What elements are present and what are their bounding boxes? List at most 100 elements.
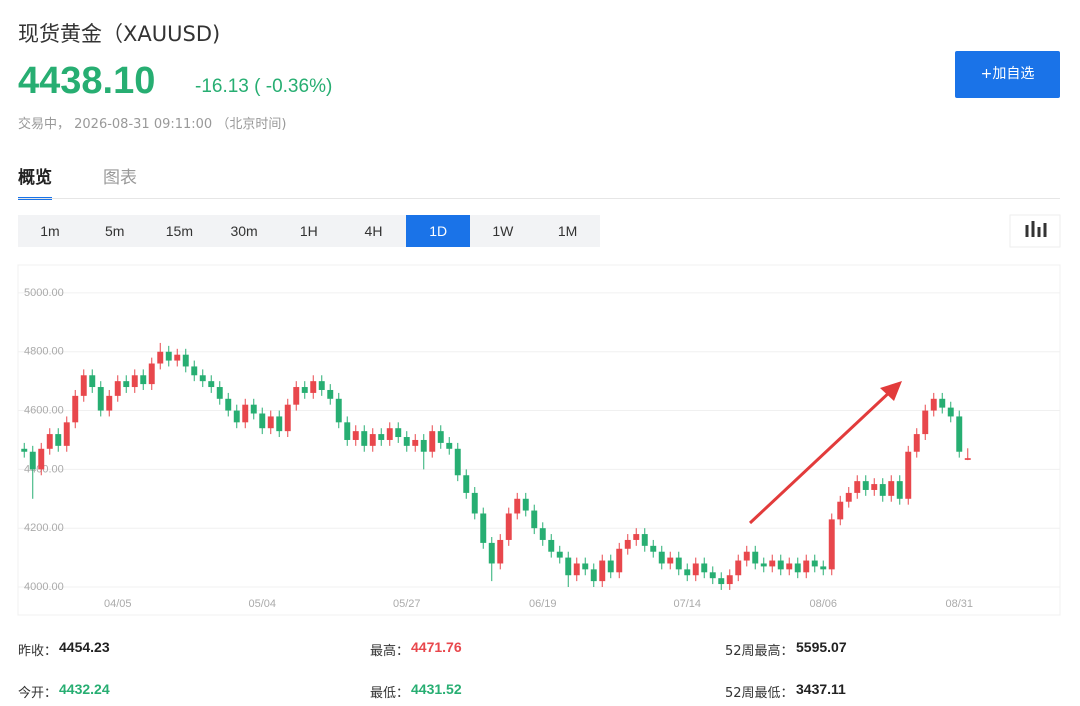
stat-value: 5595.07 [796, 639, 847, 655]
candle-body [89, 375, 96, 388]
candle-body [616, 548, 623, 573]
candle-body [939, 398, 946, 408]
stat-value: 4454.23 [59, 639, 110, 655]
candle-body [276, 416, 283, 432]
y-tick-label: 4600.00 [24, 404, 64, 416]
candle-body [947, 407, 954, 417]
candle-body [46, 434, 53, 449]
stat-value: 4471.76 [411, 639, 462, 655]
candle-body [250, 404, 257, 414]
candle-body [352, 431, 359, 440]
candle-body [199, 375, 206, 382]
icon-frame[interactable] [1009, 214, 1061, 248]
candle-body [514, 498, 521, 514]
add-watchlist-button[interactable]: +加自选 [955, 51, 1060, 98]
candle-body [403, 437, 410, 446]
candle-body [684, 569, 691, 576]
timeframe-button[interactable]: 1M [557, 223, 578, 239]
stat-label: 最高： [370, 644, 410, 659]
candle-body [208, 381, 215, 388]
x-tick-label: 04/05 [104, 598, 132, 610]
candle-body [437, 431, 444, 443]
candle-body [72, 395, 79, 423]
candle-body [505, 513, 512, 540]
candle-body [828, 519, 835, 570]
timeframe-button[interactable]: 1D [406, 215, 471, 247]
candle-body [522, 498, 529, 511]
price: 4438.10 [18, 60, 156, 102]
candle-body [760, 563, 767, 567]
candle-body [80, 375, 87, 396]
icon-glyph[interactable] [1025, 221, 1047, 237]
stat-label: 今开： [18, 686, 58, 701]
candle-body [29, 451, 36, 470]
candle-body [148, 363, 155, 385]
candle-body [845, 492, 852, 502]
candle-body [233, 410, 240, 423]
candle-body [701, 563, 708, 573]
candle-body [930, 398, 937, 411]
candle-body [131, 375, 138, 388]
candle-body [386, 428, 393, 440]
candle-body [709, 572, 716, 579]
candle-body [871, 484, 878, 490]
candle-body [242, 404, 249, 423]
candle-body [420, 439, 427, 452]
candle-body [582, 563, 589, 570]
timeframe-button[interactable]: 1m [40, 223, 60, 239]
candle-body [641, 534, 648, 546]
trend-arrow [748, 387, 895, 525]
candle-body [658, 551, 665, 564]
tab[interactable]: 图表 [103, 168, 137, 188]
stat-label: 昨收： [18, 644, 58, 659]
candle-body [548, 539, 555, 552]
timeframe-button[interactable]: 4H [364, 223, 383, 239]
stat-value: 3437.11 [796, 681, 846, 697]
trend-arrow-head [880, 381, 902, 401]
candle-body [922, 410, 929, 435]
chart-frame [17, 264, 1061, 616]
candle-body [38, 448, 45, 470]
candle-body [913, 434, 920, 452]
candle-body [480, 513, 487, 543]
candle-body [650, 545, 657, 552]
candle-body [531, 510, 538, 529]
candle-body [259, 413, 266, 429]
candle-body [344, 422, 351, 440]
candle-body [225, 398, 232, 411]
candle-body [310, 381, 317, 393]
candle-body [879, 484, 886, 496]
candle-body [497, 539, 504, 564]
candle-body [820, 566, 827, 570]
candle-body [743, 551, 750, 561]
candle-body [454, 448, 461, 476]
candle-body [267, 416, 274, 429]
timeframe-button[interactable]: 30m [230, 223, 258, 239]
candle-body [301, 387, 308, 393]
chart-type-icon[interactable] [1009, 214, 1061, 248]
candle-body [633, 534, 640, 540]
candle-body [862, 481, 869, 490]
candle-body [726, 575, 733, 585]
x-tick-label: 05/27 [393, 598, 421, 610]
candle-body [573, 563, 580, 576]
candle-body [463, 475, 470, 493]
timeframe-button[interactable]: 1W [492, 223, 514, 239]
y-tick-label: 4000.00 [24, 581, 64, 593]
timeframe-button[interactable]: 15m [165, 223, 193, 239]
candle-body [165, 351, 172, 361]
stat-label: 最低： [370, 686, 410, 701]
candle-body [837, 501, 844, 520]
timeframe-button[interactable]: 5m [104, 223, 125, 239]
stat-value: 4431.52 [411, 681, 462, 697]
candle-body [157, 351, 164, 364]
candle-body [369, 434, 376, 446]
title: 现货黄金（XAUUSD) [18, 22, 221, 46]
timeframe-bar [18, 215, 600, 247]
candle-body [412, 439, 419, 446]
candle-body [361, 431, 368, 446]
timeframe-button[interactable]: 1H [299, 223, 318, 239]
x-tick-label: 05/04 [248, 598, 276, 610]
candle-body [539, 528, 546, 540]
